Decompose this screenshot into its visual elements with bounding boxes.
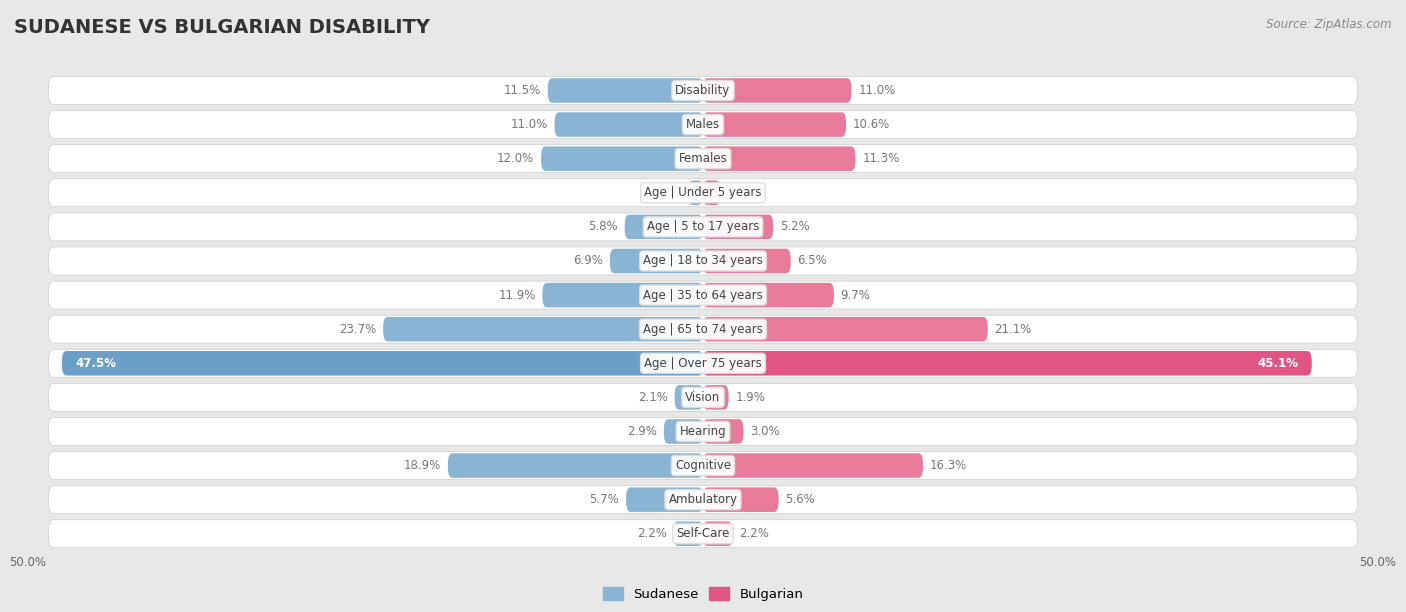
Text: Age | 18 to 34 years: Age | 18 to 34 years bbox=[643, 255, 763, 267]
Text: 5.8%: 5.8% bbox=[588, 220, 619, 233]
FancyBboxPatch shape bbox=[48, 315, 1358, 343]
Text: Self-Care: Self-Care bbox=[676, 528, 730, 540]
Text: Ambulatory: Ambulatory bbox=[668, 493, 738, 506]
FancyBboxPatch shape bbox=[48, 76, 1358, 105]
Text: SUDANESE VS BULGARIAN DISABILITY: SUDANESE VS BULGARIAN DISABILITY bbox=[14, 18, 430, 37]
Text: Age | Over 75 years: Age | Over 75 years bbox=[644, 357, 762, 370]
FancyBboxPatch shape bbox=[703, 215, 773, 239]
FancyBboxPatch shape bbox=[688, 181, 703, 205]
Text: 1.3%: 1.3% bbox=[727, 186, 756, 200]
Text: 11.5%: 11.5% bbox=[503, 84, 541, 97]
Text: 5.7%: 5.7% bbox=[589, 493, 619, 506]
Text: 21.1%: 21.1% bbox=[994, 323, 1032, 335]
FancyBboxPatch shape bbox=[48, 349, 1358, 377]
Text: 2.2%: 2.2% bbox=[637, 528, 666, 540]
FancyBboxPatch shape bbox=[48, 520, 1358, 548]
FancyBboxPatch shape bbox=[48, 452, 1358, 480]
Text: 5.6%: 5.6% bbox=[786, 493, 815, 506]
Text: 12.0%: 12.0% bbox=[498, 152, 534, 165]
FancyBboxPatch shape bbox=[703, 521, 733, 546]
FancyBboxPatch shape bbox=[48, 383, 1358, 411]
FancyBboxPatch shape bbox=[703, 453, 922, 478]
FancyBboxPatch shape bbox=[703, 487, 779, 512]
FancyBboxPatch shape bbox=[48, 486, 1358, 513]
Text: 10.6%: 10.6% bbox=[853, 118, 890, 131]
Text: 11.0%: 11.0% bbox=[510, 118, 548, 131]
Text: Cognitive: Cognitive bbox=[675, 459, 731, 472]
Text: 47.5%: 47.5% bbox=[76, 357, 117, 370]
Text: 11.0%: 11.0% bbox=[858, 84, 896, 97]
Text: Age | 65 to 74 years: Age | 65 to 74 years bbox=[643, 323, 763, 335]
Text: 23.7%: 23.7% bbox=[339, 323, 377, 335]
Text: 6.5%: 6.5% bbox=[797, 255, 827, 267]
Text: Vision: Vision bbox=[685, 391, 721, 404]
FancyBboxPatch shape bbox=[48, 111, 1358, 138]
FancyBboxPatch shape bbox=[673, 521, 703, 546]
FancyBboxPatch shape bbox=[48, 281, 1358, 309]
FancyBboxPatch shape bbox=[624, 215, 703, 239]
Text: 11.9%: 11.9% bbox=[498, 289, 536, 302]
FancyBboxPatch shape bbox=[703, 146, 855, 171]
FancyBboxPatch shape bbox=[554, 113, 703, 137]
Text: 1.1%: 1.1% bbox=[651, 186, 682, 200]
FancyBboxPatch shape bbox=[48, 417, 1358, 446]
Text: Hearing: Hearing bbox=[679, 425, 727, 438]
Legend: Sudanese, Bulgarian: Sudanese, Bulgarian bbox=[598, 581, 808, 606]
Text: 45.1%: 45.1% bbox=[1257, 357, 1298, 370]
FancyBboxPatch shape bbox=[703, 419, 744, 444]
Text: Age | 35 to 64 years: Age | 35 to 64 years bbox=[643, 289, 763, 302]
Text: Females: Females bbox=[679, 152, 727, 165]
FancyBboxPatch shape bbox=[703, 385, 728, 409]
FancyBboxPatch shape bbox=[626, 487, 703, 512]
FancyBboxPatch shape bbox=[675, 385, 703, 409]
FancyBboxPatch shape bbox=[48, 179, 1358, 207]
Text: 2.9%: 2.9% bbox=[627, 425, 657, 438]
Text: Disability: Disability bbox=[675, 84, 731, 97]
Text: 5.2%: 5.2% bbox=[780, 220, 810, 233]
FancyBboxPatch shape bbox=[543, 283, 703, 307]
Text: 2.2%: 2.2% bbox=[740, 528, 769, 540]
FancyBboxPatch shape bbox=[610, 248, 703, 273]
Text: 1.9%: 1.9% bbox=[735, 391, 765, 404]
FancyBboxPatch shape bbox=[703, 78, 852, 103]
Text: 6.9%: 6.9% bbox=[574, 255, 603, 267]
Text: Source: ZipAtlas.com: Source: ZipAtlas.com bbox=[1267, 18, 1392, 31]
Text: 3.0%: 3.0% bbox=[751, 425, 780, 438]
FancyBboxPatch shape bbox=[48, 144, 1358, 173]
FancyBboxPatch shape bbox=[48, 213, 1358, 241]
FancyBboxPatch shape bbox=[449, 453, 703, 478]
FancyBboxPatch shape bbox=[664, 419, 703, 444]
Text: 18.9%: 18.9% bbox=[404, 459, 441, 472]
FancyBboxPatch shape bbox=[541, 146, 703, 171]
FancyBboxPatch shape bbox=[62, 351, 703, 376]
FancyBboxPatch shape bbox=[703, 248, 790, 273]
FancyBboxPatch shape bbox=[703, 113, 846, 137]
FancyBboxPatch shape bbox=[548, 78, 703, 103]
FancyBboxPatch shape bbox=[703, 317, 988, 341]
FancyBboxPatch shape bbox=[703, 181, 720, 205]
FancyBboxPatch shape bbox=[382, 317, 703, 341]
FancyBboxPatch shape bbox=[703, 351, 1312, 376]
Text: 16.3%: 16.3% bbox=[929, 459, 967, 472]
Text: Age | Under 5 years: Age | Under 5 years bbox=[644, 186, 762, 200]
Text: 2.1%: 2.1% bbox=[638, 391, 668, 404]
FancyBboxPatch shape bbox=[48, 247, 1358, 275]
Text: Males: Males bbox=[686, 118, 720, 131]
FancyBboxPatch shape bbox=[703, 283, 834, 307]
Text: 11.3%: 11.3% bbox=[862, 152, 900, 165]
Text: 9.7%: 9.7% bbox=[841, 289, 870, 302]
Text: Age | 5 to 17 years: Age | 5 to 17 years bbox=[647, 220, 759, 233]
